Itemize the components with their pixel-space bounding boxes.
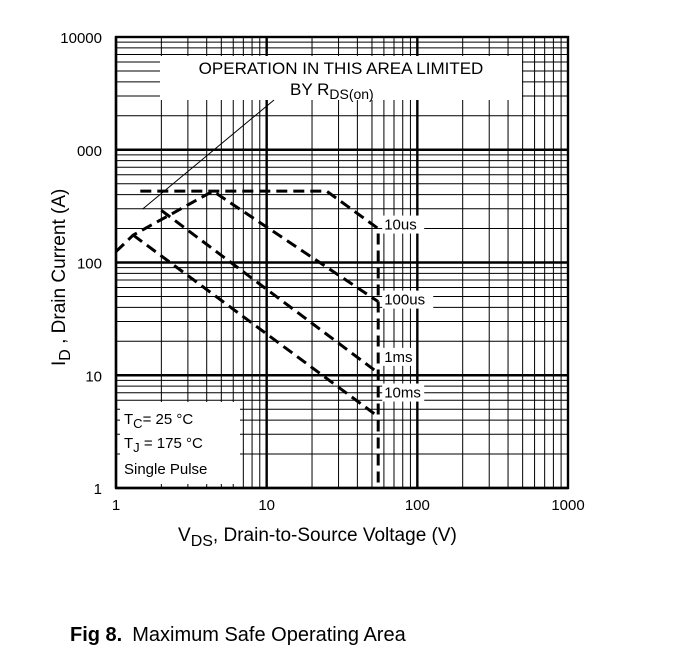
condition-tj-sub: J xyxy=(133,440,140,455)
y-tick-label: 1 xyxy=(94,481,102,498)
y-tick-label: 10 xyxy=(85,368,102,385)
x-axis-title-sub: DS xyxy=(191,533,213,550)
rds-on-annotation: OPERATION IN THIS AREA LIMITED BY RDS(on… xyxy=(142,56,522,210)
annotation-line-1: OPERATION IN THIS AREA LIMITED xyxy=(199,59,484,78)
curve-label-backdrop xyxy=(382,290,434,309)
condition-tj-rest: = 175 °C xyxy=(140,435,203,452)
x-tick-label: 100 xyxy=(405,497,430,514)
curve-label-10us: 10us xyxy=(384,217,417,234)
y-tick-label: 10000 xyxy=(60,30,102,47)
y-tick-label: 100 xyxy=(77,256,102,273)
condition-tc-sub: C xyxy=(133,416,142,431)
condition-tc: TC= 25 °C xyxy=(124,411,193,431)
curve-1ms xyxy=(160,209,380,375)
annotation-by-r: BY R xyxy=(290,80,329,99)
test-conditions: TC= 25 °C TJ = 175 °C Single Pulse xyxy=(120,402,240,484)
curve-label-1ms: 1ms xyxy=(384,349,412,366)
condition-tc-rest: = 25 °C xyxy=(143,411,194,428)
y-tick-label: 000 xyxy=(77,143,102,160)
y-axis-title-sub: D xyxy=(57,349,74,361)
soa-curves xyxy=(114,189,380,488)
annotation-rds-sub: DS(on) xyxy=(329,86,373,102)
y-axis-title-rest: , Drain Current (A) xyxy=(49,189,70,349)
x-tick-label: 10 xyxy=(258,497,275,514)
x-tick-label: 1000 xyxy=(551,497,584,514)
plot-frame xyxy=(114,35,570,490)
safe-operating-area-chart: 10us 100us 1ms 10ms 1 10 100 1000 1 10 100 000 1000… xyxy=(49,30,585,550)
figure-caption-text: Maximum Safe Operating Area xyxy=(132,624,406,646)
annotation-pointer xyxy=(142,99,275,210)
condition-tc-main: T xyxy=(124,411,133,428)
annotation-backdrop xyxy=(160,56,522,100)
plot-border xyxy=(114,35,570,490)
curve-10us xyxy=(140,189,380,488)
x-axis-title-main: V xyxy=(178,525,191,546)
curve-label-100us: 100us xyxy=(384,292,425,309)
condition-single-pulse: Single Pulse xyxy=(124,461,207,478)
curve-label-backdrop xyxy=(382,383,425,402)
annotation-line-2: BY RDS(on) xyxy=(290,80,374,102)
conditions-backdrop xyxy=(120,402,240,484)
curve-label-backdrop xyxy=(382,215,425,234)
curve-labels: 10us 100us 1ms 10ms xyxy=(382,215,434,402)
curve-label-backdrop xyxy=(382,347,416,366)
x-tick-label: 1 xyxy=(112,497,120,514)
tick-labels: 1 10 100 1000 1 10 100 000 10000 xyxy=(60,30,584,514)
condition-tj: TJ = 175 °C xyxy=(124,435,203,455)
curve-label-10ms: 10ms xyxy=(384,385,421,402)
figure-label: Fig 8. xyxy=(70,624,123,646)
curve-100us xyxy=(114,189,380,303)
y-axis-title-main: I xyxy=(49,361,70,366)
y-axis-title: ID , Drain Current (A) xyxy=(49,189,74,366)
figure-caption: Fig 8. Maximum Safe Operating Area xyxy=(70,624,406,647)
x-axis-title: VDS, Drain-to-Source Voltage (V) xyxy=(178,525,457,550)
x-axis-title-rest: , Drain-to-Source Voltage (V) xyxy=(213,525,457,546)
condition-tj-main: T xyxy=(124,435,133,452)
